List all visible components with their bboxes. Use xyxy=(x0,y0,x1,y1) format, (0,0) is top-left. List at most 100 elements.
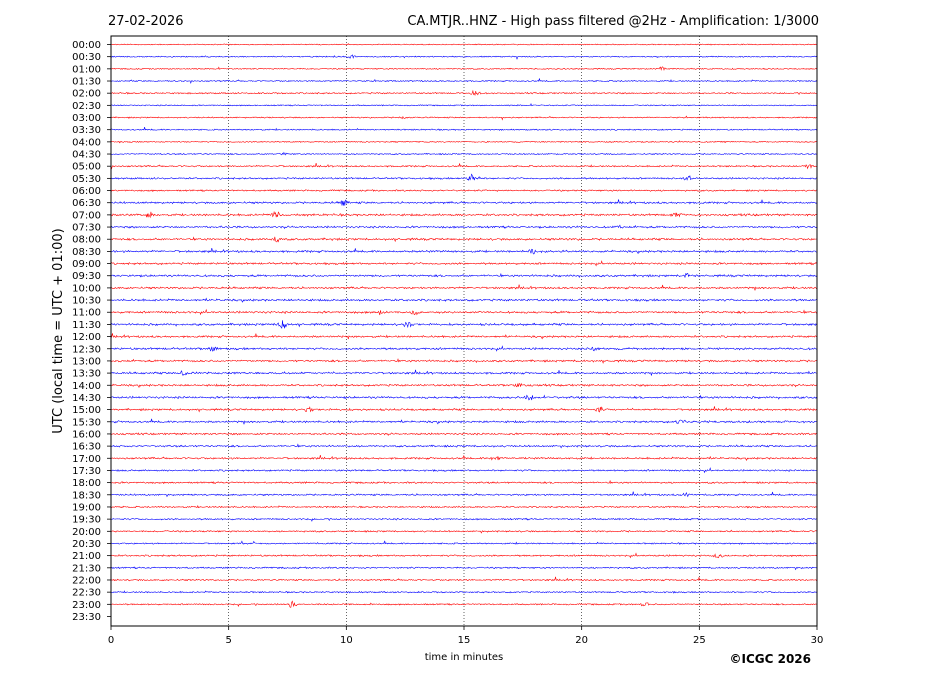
trace-line-1800 xyxy=(110,479,817,485)
trace-line-1930 xyxy=(110,517,817,522)
row-time-label: 09:00 xyxy=(72,259,101,270)
row-time-label: 16:30 xyxy=(72,442,101,453)
trace-line-0100 xyxy=(110,66,817,71)
row-time-label: 11:30 xyxy=(72,320,101,331)
row-time-label: 15:00 xyxy=(72,405,101,416)
trace-line-1730 xyxy=(110,467,817,474)
x-tick-label: 20 xyxy=(575,635,588,646)
x-tick-label: 30 xyxy=(811,635,824,646)
row-time-label: 07:00 xyxy=(72,210,101,221)
trace-line-2200 xyxy=(110,576,817,582)
trace-line-0430 xyxy=(110,151,817,156)
trace-line-0530 xyxy=(110,173,817,181)
row-time-label: 04:00 xyxy=(72,137,101,148)
row-time-label: 19:30 xyxy=(72,515,101,526)
trace-line-0330 xyxy=(110,127,817,131)
trace-line-0800 xyxy=(110,236,817,243)
trace-line-1830 xyxy=(110,491,817,498)
row-time-label: 13:00 xyxy=(72,356,101,367)
x-tick-label: 25 xyxy=(693,635,706,646)
trace-line-1300 xyxy=(110,358,817,364)
row-time-label: 16:00 xyxy=(72,429,101,440)
trace-line-0700 xyxy=(110,210,817,219)
row-time-label: 21:30 xyxy=(72,563,101,574)
row-time-label: 15:30 xyxy=(72,417,101,428)
row-time-label: 22:30 xyxy=(72,588,101,599)
x-tick-label: 10 xyxy=(340,635,353,646)
row-time-label: 07:30 xyxy=(72,223,101,234)
trace-line-0600 xyxy=(110,189,817,192)
trace-line-0200 xyxy=(110,89,817,96)
row-time-label: 22:00 xyxy=(72,575,101,586)
trace-line-1030 xyxy=(110,297,817,303)
row-time-label: 04:30 xyxy=(72,150,101,161)
trace-line-0000 xyxy=(110,43,817,46)
seismic-traces xyxy=(110,43,817,608)
trace-line-1400 xyxy=(110,382,817,389)
vertical-grid-lines xyxy=(228,36,700,626)
row-time-label: 02:00 xyxy=(72,89,101,100)
trace-line-0300 xyxy=(110,115,817,121)
trace-line-2100 xyxy=(110,552,817,559)
x-tick-label: 0 xyxy=(108,635,114,646)
row-time-label: 23:00 xyxy=(72,600,101,611)
row-time-label: 06:00 xyxy=(72,186,101,197)
x-tick-label: 15 xyxy=(458,635,471,646)
row-time-label: 14:30 xyxy=(72,393,101,404)
trace-line-1430 xyxy=(110,394,817,401)
row-time-label: 19:00 xyxy=(72,502,101,513)
trace-line-1230 xyxy=(110,345,817,352)
row-time-label: 12:30 xyxy=(72,344,101,355)
row-time-label: 08:30 xyxy=(72,247,101,258)
trace-line-0400 xyxy=(110,140,817,144)
row-time-label: 20:30 xyxy=(72,539,101,550)
y-axis-label: UTC (local time = UTC + 01:00) xyxy=(51,228,66,433)
trace-line-1530 xyxy=(110,418,817,425)
row-time-label: 10:00 xyxy=(72,283,101,294)
row-time-label: 17:00 xyxy=(72,454,101,465)
row-time-label: 03:00 xyxy=(72,113,101,124)
x-tick-label: 5 xyxy=(225,635,231,646)
trace-line-0930 xyxy=(110,272,817,279)
row-time-label: 01:30 xyxy=(72,77,101,88)
trace-line-1630 xyxy=(110,443,817,449)
row-time-label: 09:30 xyxy=(72,271,101,282)
trace-line-1600 xyxy=(110,432,817,436)
date-label: 27-02-2026 xyxy=(108,14,184,29)
trace-line-1130 xyxy=(110,320,817,329)
trace-line-0230 xyxy=(110,102,817,107)
x-axis-label: time in minutes xyxy=(425,652,504,663)
trace-line-1200 xyxy=(110,333,817,340)
trace-line-2230 xyxy=(110,590,817,594)
row-time-label: 00:30 xyxy=(72,52,101,63)
trace-line-0630 xyxy=(110,199,817,206)
x-axis-ticks: 0 5 10 15 20 25 30 xyxy=(108,626,824,646)
row-time-label: 13:30 xyxy=(72,369,101,380)
trace-line-1700 xyxy=(110,454,817,462)
trace-line-1100 xyxy=(110,308,817,316)
row-time-label: 00:00 xyxy=(72,40,101,51)
trace-line-0900 xyxy=(110,260,817,267)
trace-line-0500 xyxy=(110,162,817,170)
row-time-label: 23:30 xyxy=(72,612,101,623)
trace-line-0730 xyxy=(110,224,817,230)
row-time-label: 05:00 xyxy=(72,162,101,173)
trace-line-0030 xyxy=(110,54,817,60)
row-time-label: 21:00 xyxy=(72,551,101,562)
row-time-label: 08:00 xyxy=(72,235,101,246)
trace-line-1500 xyxy=(110,406,817,413)
row-time-label: 11:00 xyxy=(72,308,101,319)
row-time-label: 18:00 xyxy=(72,478,101,489)
row-time-label: 20:00 xyxy=(72,527,101,538)
row-time-label: 18:30 xyxy=(72,490,101,501)
trace-line-0130 xyxy=(110,78,817,85)
row-time-label: 12:00 xyxy=(72,332,101,343)
row-time-label: 17:30 xyxy=(72,466,101,477)
row-time-label: 05:30 xyxy=(72,174,101,185)
trace-line-2000 xyxy=(110,529,817,534)
row-time-label: 03:30 xyxy=(72,125,101,136)
copyright-notice: ©ICGC 2026 xyxy=(729,652,811,666)
